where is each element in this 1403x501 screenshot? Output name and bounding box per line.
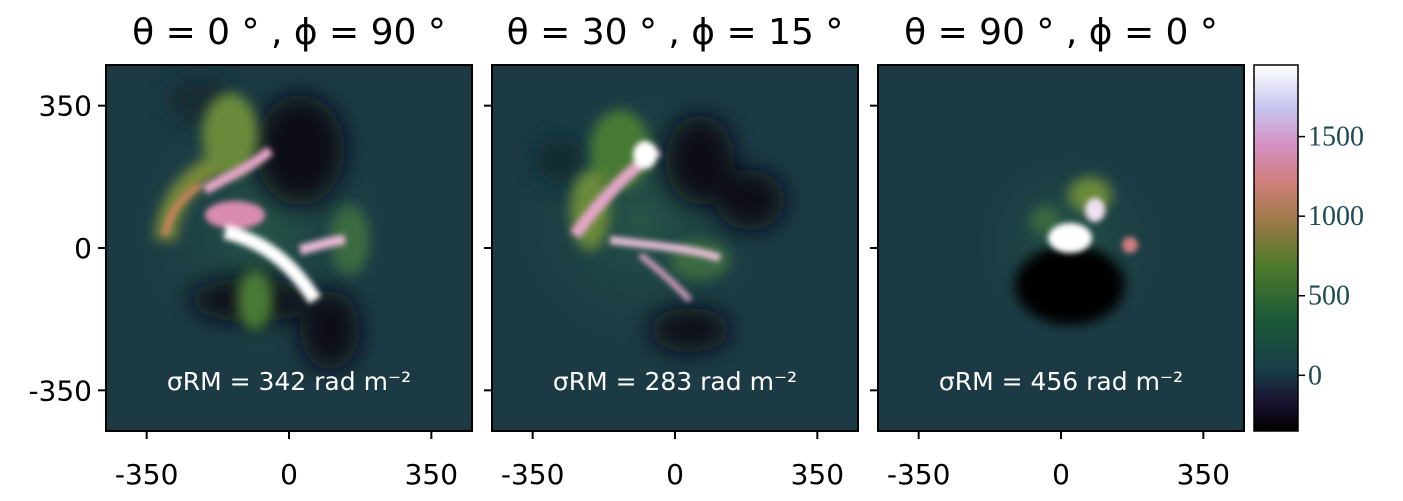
panel-title-1: θ = 0 ° , ϕ = 90 ° [132, 12, 446, 53]
y-tick-label-2: 0 [74, 232, 92, 265]
y-axis-ticks: 350 0 -350 [28, 90, 878, 407]
x-tick-label-1-2: 0 [280, 458, 298, 491]
panel-title-3: θ = 90 ° , ϕ = 0 ° [904, 12, 1218, 53]
y-tick-label-3: -350 [28, 374, 92, 407]
heatmap-panel-1: σRM = 342 rad m⁻² [106, 65, 472, 431]
x-tick-label-2-2: 0 [666, 458, 684, 491]
heatmap-panel-3: σRM = 456 rad m⁻² [878, 65, 1244, 431]
x-axis-ticks: -350 0 350 -350 0 350 -350 0 350 [115, 431, 1230, 491]
x-tick-label-2-1: -350 [501, 458, 565, 491]
sigma-rm-label-1: σRM = 342 rad m⁻² [167, 367, 411, 396]
x-tick-label-2-3: 350 [791, 458, 844, 491]
panel-title-2: θ = 30 ° , ϕ = 15 ° [507, 12, 844, 53]
colorbar [1253, 64, 1299, 432]
y-tick-label-1: 350 [39, 90, 92, 123]
x-tick-label-1-1: -350 [115, 458, 179, 491]
x-tick-label-3-1: -350 [887, 458, 951, 491]
colorbar-ticks: 0 500 1000 1500 [1298, 122, 1364, 391]
x-tick-label-1-3: 350 [405, 458, 458, 491]
x-tick-label-3-3: 350 [1177, 458, 1230, 491]
colorbar-tick-label-4: 1500 [1308, 122, 1364, 153]
colorbar-tick-label-1: 0 [1308, 360, 1322, 391]
colorbar-tick-label-2: 500 [1308, 281, 1350, 312]
heatmap-panel-2: σRM = 283 rad m⁻² [492, 65, 858, 431]
colorbar-tick-label-3: 1000 [1308, 201, 1364, 232]
sigma-rm-label-2: σRM = 283 rad m⁻² [553, 367, 797, 396]
sigma-rm-label-3: σRM = 456 rad m⁻² [939, 367, 1183, 396]
x-tick-label-3-2: 0 [1052, 458, 1070, 491]
